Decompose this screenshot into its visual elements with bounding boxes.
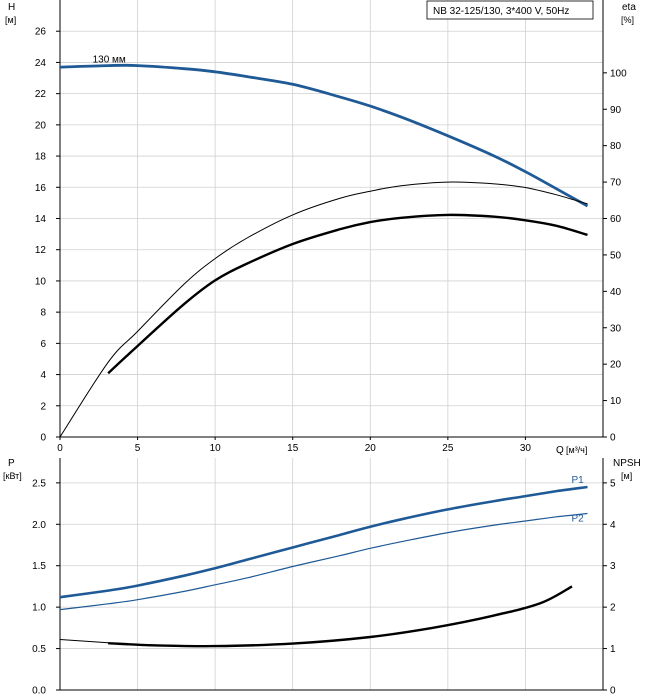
y-right-tick-label: 60 bbox=[610, 214, 622, 225]
x-tick-label: 25 bbox=[442, 443, 454, 454]
y-left-title-p: P bbox=[8, 458, 15, 469]
y-right-tick-label: 90 bbox=[610, 105, 622, 116]
y-right-tick-label: 30 bbox=[610, 323, 622, 334]
y-right-tick-label: 20 bbox=[610, 360, 622, 371]
y-left-tick-label: 6 bbox=[40, 339, 46, 350]
x-axis-unit: [м³/ч] bbox=[566, 445, 587, 455]
y-left-tick-label: 20 bbox=[35, 120, 47, 131]
y-right-tick-label: 0 bbox=[610, 686, 616, 697]
info-box-text: NB 32-125/130, 3*400 V, 50Hz bbox=[433, 6, 569, 17]
y-left-tick-label: 0 bbox=[40, 433, 46, 444]
y-left-tick-label: 4 bbox=[40, 370, 46, 381]
y-right-unit-npsh: [м] bbox=[621, 471, 632, 481]
x-tick-label: 20 bbox=[365, 443, 377, 454]
y-left-tick-label: 18 bbox=[35, 152, 47, 163]
y-left-unit-p: [кВт] bbox=[3, 471, 22, 481]
y-right-tick-label: 80 bbox=[610, 141, 622, 152]
y-right-tick-label: 50 bbox=[610, 250, 622, 261]
y-left-tick-label: 2.0 bbox=[32, 520, 46, 531]
series-line-0-2 bbox=[107, 213, 588, 375]
y-left-tick-label: 2.5 bbox=[32, 478, 46, 489]
series-label: P2 bbox=[571, 514, 584, 525]
y-right-unit-eta: [%] bbox=[621, 15, 634, 25]
y-left-unit-h: [м] bbox=[5, 15, 16, 25]
y-left-tick-label: 0.5 bbox=[32, 644, 46, 655]
series-line-0-1 bbox=[59, 181, 588, 438]
info-box bbox=[426, 0, 594, 20]
x-tick-label: 15 bbox=[287, 443, 299, 454]
y-right-tick-label: 3 bbox=[610, 561, 616, 572]
y-right-title-eta: eta bbox=[622, 2, 636, 13]
series-line-1-2 bbox=[59, 639, 109, 644]
y-right-tick-label: 4 bbox=[610, 520, 616, 531]
y-right-tick-label: 40 bbox=[610, 287, 622, 298]
y-left-tick-label: 14 bbox=[35, 214, 47, 225]
y-right-tick-label: 0 bbox=[610, 433, 616, 444]
y-left-tick-label: 1.0 bbox=[32, 603, 46, 614]
y-left-tick-label: 12 bbox=[35, 245, 47, 256]
y-left-tick-label: 1.5 bbox=[32, 561, 46, 572]
y-right-tick-label: 100 bbox=[610, 68, 627, 79]
y-right-tick-label: 1 bbox=[610, 644, 616, 655]
series-line-1-0 bbox=[59, 485, 588, 599]
series-line-1-1 bbox=[59, 512, 588, 611]
y-right-title-npsh: NPSH bbox=[613, 458, 641, 469]
y-right-tick-label: 10 bbox=[610, 396, 622, 407]
y-left-title-h: H bbox=[8, 2, 15, 13]
y-left-tick-label: 8 bbox=[40, 308, 46, 319]
x-axis-title: Q bbox=[556, 445, 564, 456]
x-tick-label: 5 bbox=[135, 443, 141, 454]
y-left-tick-label: 22 bbox=[35, 89, 47, 100]
y-right-tick-label: 2 bbox=[610, 603, 616, 614]
y-left-tick-label: 16 bbox=[35, 183, 47, 194]
series-line-0-0 bbox=[59, 63, 589, 208]
y-left-tick-label: 2 bbox=[40, 401, 46, 412]
y-left-tick-label: 26 bbox=[35, 27, 47, 38]
series-line-1-3 bbox=[108, 585, 573, 648]
y-left-tick-label: 24 bbox=[35, 58, 47, 69]
y-right-tick-label: 70 bbox=[610, 178, 622, 189]
y-left-tick-label: 10 bbox=[35, 276, 47, 287]
series-label: P1 bbox=[571, 475, 584, 486]
y-left-tick-label: 0.0 bbox=[32, 686, 46, 697]
x-tick-label: 0 bbox=[57, 443, 63, 454]
x-tick-label: 30 bbox=[520, 443, 532, 454]
series-label: 130 мм bbox=[93, 55, 126, 66]
x-tick-label: 10 bbox=[210, 443, 222, 454]
y-right-tick-label: 5 bbox=[610, 478, 616, 489]
